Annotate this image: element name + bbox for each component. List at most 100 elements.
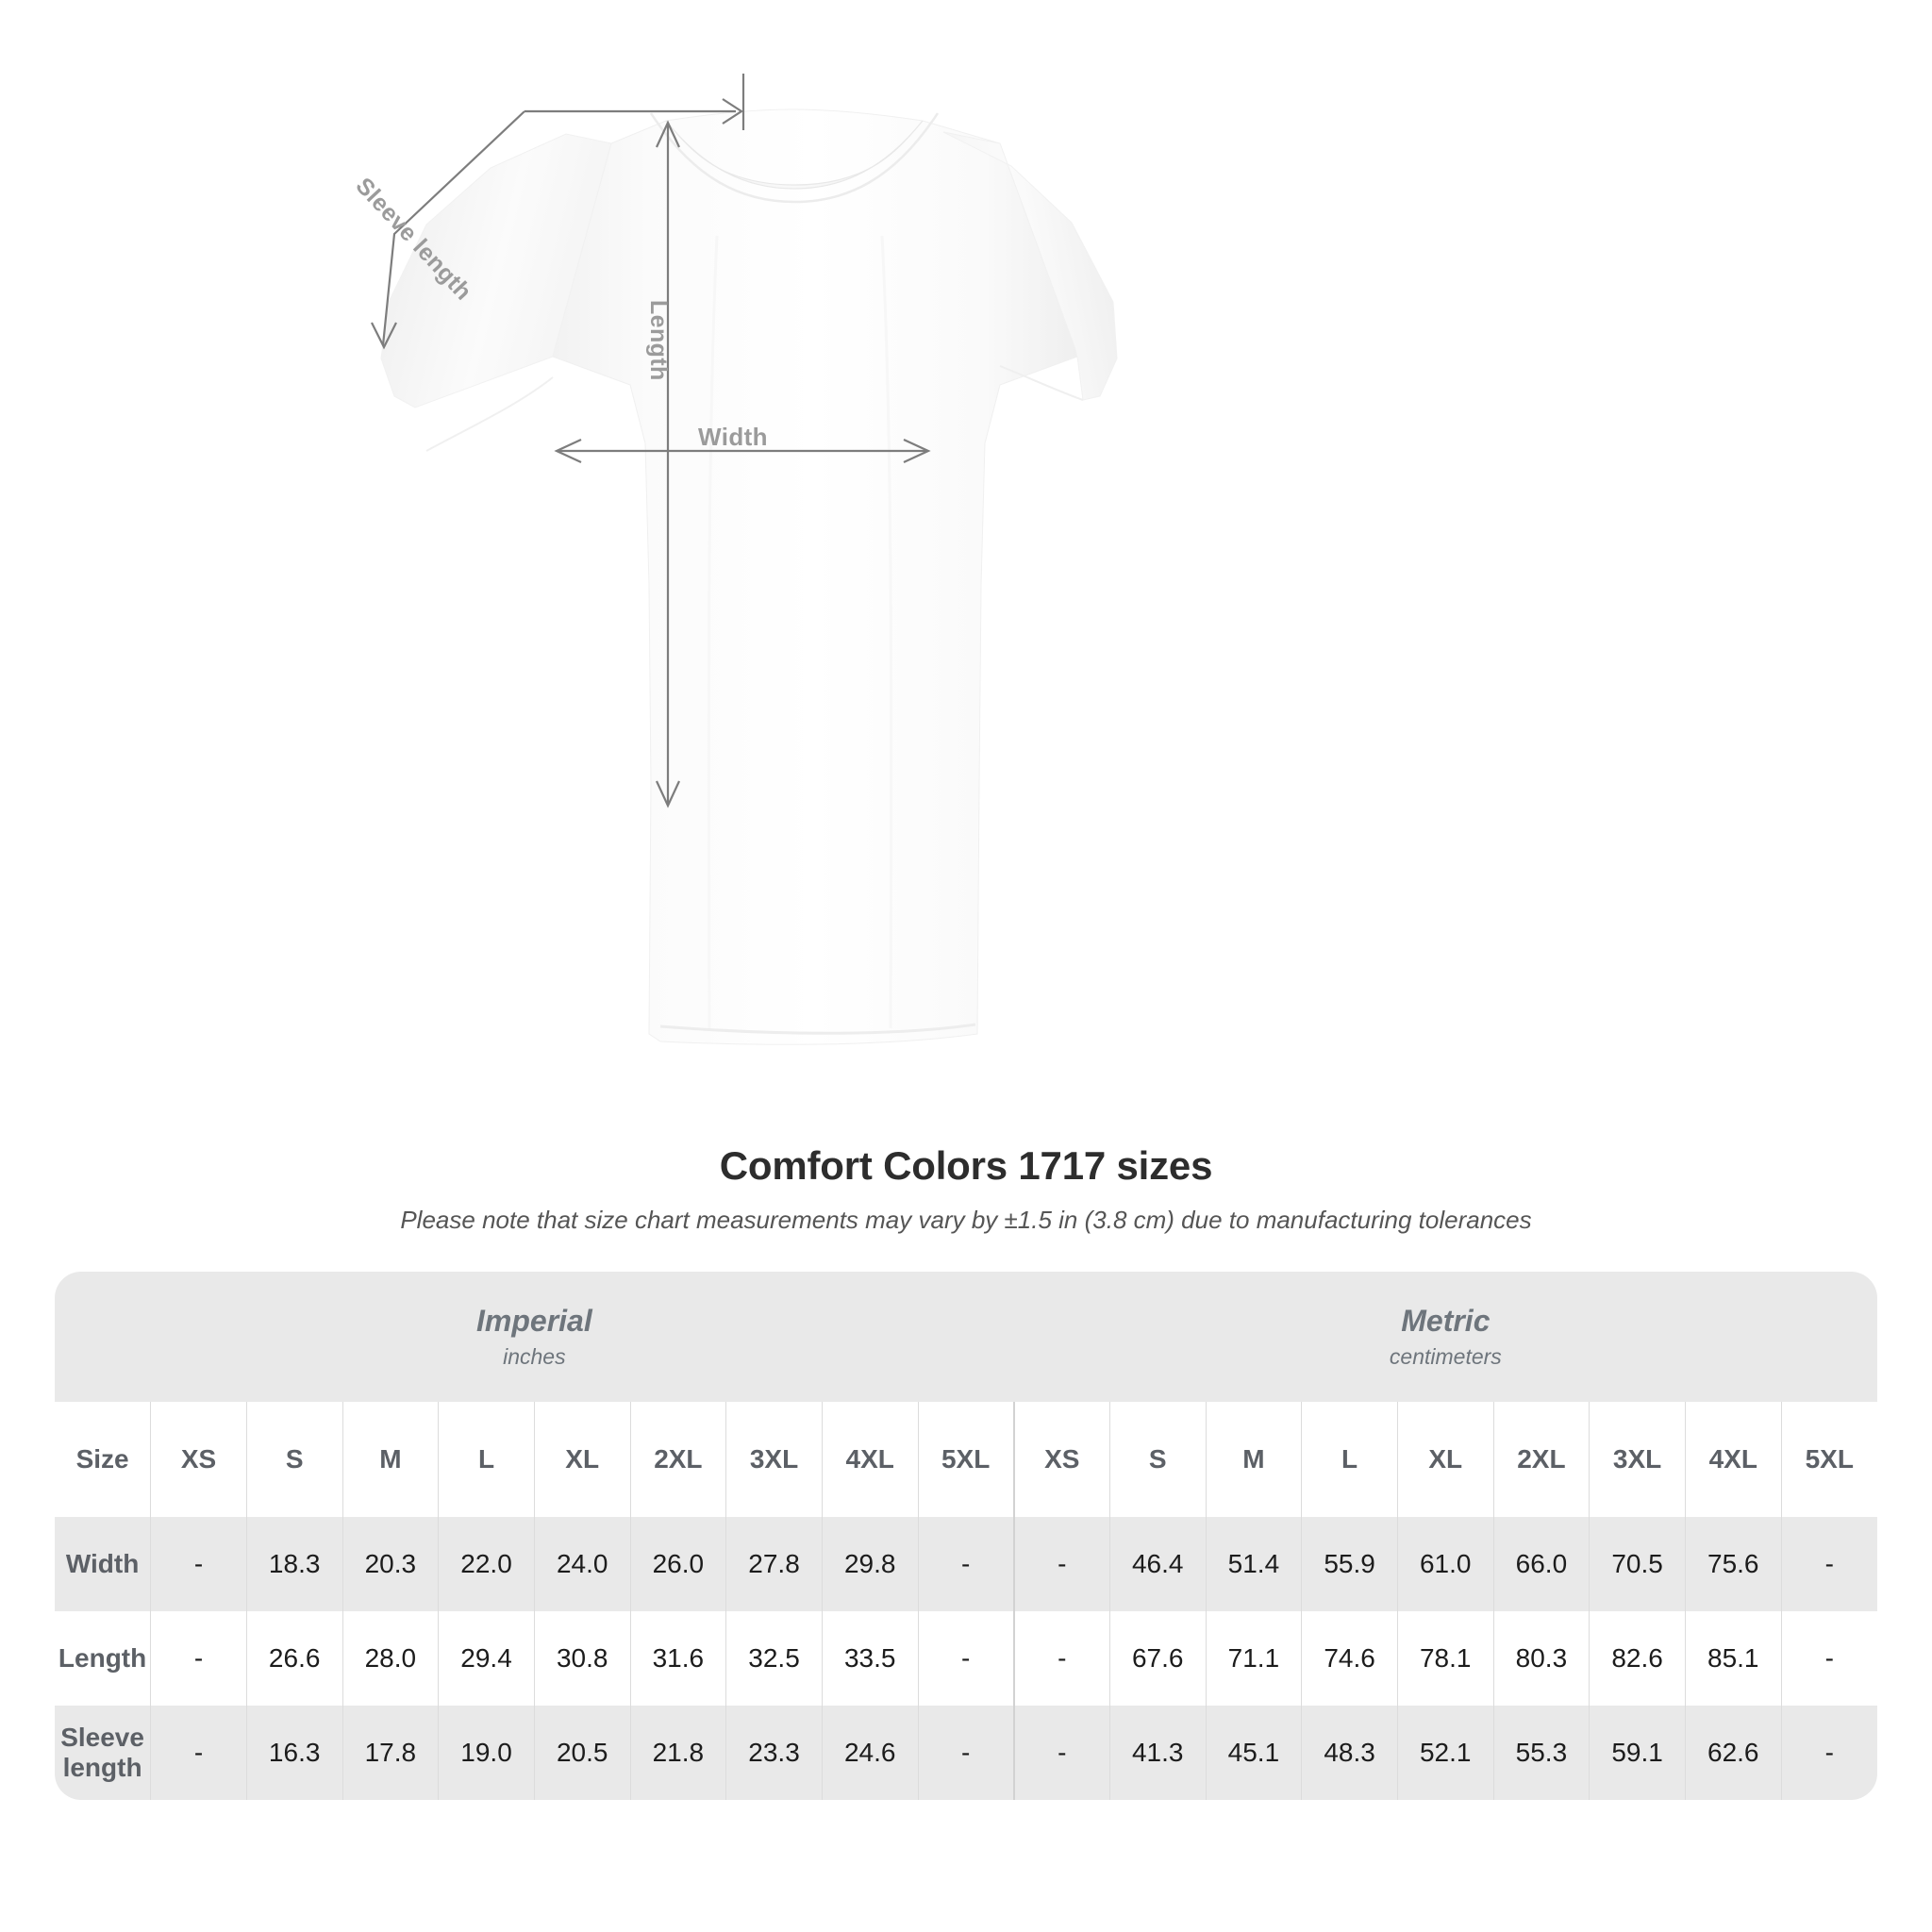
size-column-header: Size	[55, 1402, 151, 1517]
width-arrow	[554, 439, 931, 463]
col-header-met-5xl: 5XL	[1780, 1402, 1877, 1517]
width-met-5xl: -	[1780, 1517, 1877, 1611]
width-met-2xl: 66.0	[1492, 1517, 1590, 1611]
width-met-xs: -	[1012, 1517, 1110, 1611]
sleeve-met-s: 41.3	[1108, 1706, 1207, 1800]
width-met-3xl: 70.5	[1589, 1517, 1686, 1611]
col-header-met-3xl: 3XL	[1589, 1402, 1686, 1517]
measurement-lines	[371, 74, 931, 808]
length-imp-xs: -	[150, 1611, 247, 1706]
width-imp-4xl: 29.8	[821, 1517, 919, 1611]
length-met-2xl: 80.3	[1492, 1611, 1590, 1706]
size-chart-table: Imperial inches Metric centimeters Size …	[55, 1272, 1877, 1800]
col-header-imp-5xl: 5XL	[917, 1402, 1014, 1517]
table-row: Length - 26.6 28.0 29.4 30.8 31.6 32.5 3…	[55, 1611, 1877, 1706]
col-header-imp-s: S	[245, 1402, 343, 1517]
sleeve-met-xs: -	[1012, 1706, 1110, 1800]
table-row: Width - 18.3 20.3 22.0 24.0 26.0 27.8 29…	[55, 1517, 1877, 1611]
sleeve-imp-5xl: -	[917, 1706, 1014, 1800]
length-imp-m: 28.0	[341, 1611, 439, 1706]
width-met-4xl: 75.6	[1684, 1517, 1782, 1611]
sleeve-met-m: 45.1	[1205, 1706, 1302, 1800]
width-imp-l: 22.0	[438, 1517, 535, 1611]
chart-title-block: Comfort Colors 1717 sizes Please note th…	[0, 1143, 1932, 1235]
col-header-imp-m: M	[341, 1402, 439, 1517]
sleeve-imp-l: 19.0	[438, 1706, 535, 1800]
sleeve-imp-xs: -	[150, 1706, 247, 1800]
length-met-l: 74.6	[1301, 1611, 1398, 1706]
width-imp-s: 18.3	[245, 1517, 343, 1611]
metric-group-header: Metric centimeters	[1013, 1272, 1877, 1402]
length-met-xl: 78.1	[1396, 1611, 1494, 1706]
sleeve-top-guide	[525, 74, 745, 130]
sleeve-imp-s: 16.3	[245, 1706, 343, 1800]
metric-label: Metric	[1401, 1304, 1491, 1339]
row-label-width: Width	[55, 1517, 151, 1611]
sleeve-imp-4xl: 24.6	[821, 1706, 919, 1800]
col-header-met-l: L	[1301, 1402, 1398, 1517]
length-arrow	[656, 120, 680, 808]
width-dimension-label: Width	[698, 423, 768, 451]
row-label-sleeve-length: Sleeve length	[55, 1706, 151, 1800]
tshirt-measurement-diagram: Sleeve length Length Width	[351, 74, 1118, 1045]
table-row: Sleeve length - 16.3 17.8 19.0 20.5 21.8…	[55, 1706, 1877, 1800]
sleeve-met-2xl: 55.3	[1492, 1706, 1590, 1800]
sleeve-met-3xl: 59.1	[1589, 1706, 1686, 1800]
col-header-met-4xl: 4XL	[1684, 1402, 1782, 1517]
imperial-group-header: Imperial inches	[55, 1272, 1014, 1402]
unit-group-row: Imperial inches Metric centimeters	[55, 1272, 1877, 1402]
col-header-met-s: S	[1108, 1402, 1207, 1517]
width-imp-m: 20.3	[341, 1517, 439, 1611]
col-header-imp-l: L	[438, 1402, 535, 1517]
length-imp-2xl: 31.6	[629, 1611, 726, 1706]
width-met-s: 46.4	[1108, 1517, 1207, 1611]
sleeve-met-5xl: -	[1780, 1706, 1877, 1800]
width-imp-xl: 24.0	[533, 1517, 631, 1611]
length-imp-xl: 30.8	[533, 1611, 631, 1706]
imperial-label: Imperial	[476, 1304, 592, 1339]
length-met-xs: -	[1012, 1611, 1110, 1706]
col-header-imp-3xl: 3XL	[725, 1402, 823, 1517]
col-header-imp-4xl: 4XL	[821, 1402, 919, 1517]
sleeve-length-arrow	[371, 110, 525, 350]
length-met-s: 67.6	[1108, 1611, 1207, 1706]
sleeve-met-l: 48.3	[1301, 1706, 1398, 1800]
width-met-m: 51.4	[1205, 1517, 1302, 1611]
col-header-met-m: M	[1205, 1402, 1302, 1517]
length-imp-s: 26.6	[245, 1611, 343, 1706]
length-imp-l: 29.4	[438, 1611, 535, 1706]
imperial-sublabel: inches	[503, 1343, 566, 1369]
width-met-l: 55.9	[1301, 1517, 1398, 1611]
width-imp-3xl: 27.8	[725, 1517, 823, 1611]
length-dimension-label: Length	[645, 300, 672, 381]
length-met-3xl: 82.6	[1589, 1611, 1686, 1706]
col-header-imp-2xl: 2XL	[629, 1402, 726, 1517]
width-imp-5xl: -	[917, 1517, 1014, 1611]
page-title: Comfort Colors 1717 sizes	[719, 1143, 1213, 1188]
size-chart-table-wrapper: Imperial inches Metric centimeters Size …	[55, 1272, 1877, 1800]
width-met-xl: 61.0	[1396, 1517, 1494, 1611]
col-header-met-2xl: 2XL	[1492, 1402, 1590, 1517]
length-imp-3xl: 32.5	[725, 1611, 823, 1706]
length-imp-4xl: 33.5	[821, 1611, 919, 1706]
length-met-4xl: 85.1	[1684, 1611, 1782, 1706]
width-imp-2xl: 26.0	[629, 1517, 726, 1611]
sleeve-imp-3xl: 23.3	[725, 1706, 823, 1800]
col-header-imp-xl: XL	[533, 1402, 631, 1517]
sleeve-imp-2xl: 21.8	[629, 1706, 726, 1800]
sleeve-imp-m: 17.8	[341, 1706, 439, 1800]
sleeve-met-4xl: 62.6	[1684, 1706, 1782, 1800]
tolerance-note: Please note that size chart measurements…	[400, 1206, 1532, 1234]
col-header-met-xl: XL	[1396, 1402, 1494, 1517]
metric-sublabel: centimeters	[1389, 1343, 1502, 1369]
sleeve-met-xl: 52.1	[1396, 1706, 1494, 1800]
size-header-row: Size XS S M L XL 2XL 3XL 4XL 5XL XS S M …	[55, 1402, 1877, 1517]
tshirt-body	[380, 108, 1118, 1045]
width-imp-xs: -	[150, 1517, 247, 1611]
length-imp-5xl: -	[917, 1611, 1014, 1706]
row-label-length: Length	[55, 1611, 151, 1706]
length-met-5xl: -	[1780, 1611, 1877, 1706]
sleeve-imp-xl: 20.5	[533, 1706, 631, 1800]
col-header-imp-xs: XS	[150, 1402, 247, 1517]
tshirt-illustration	[371, 74, 1118, 1045]
